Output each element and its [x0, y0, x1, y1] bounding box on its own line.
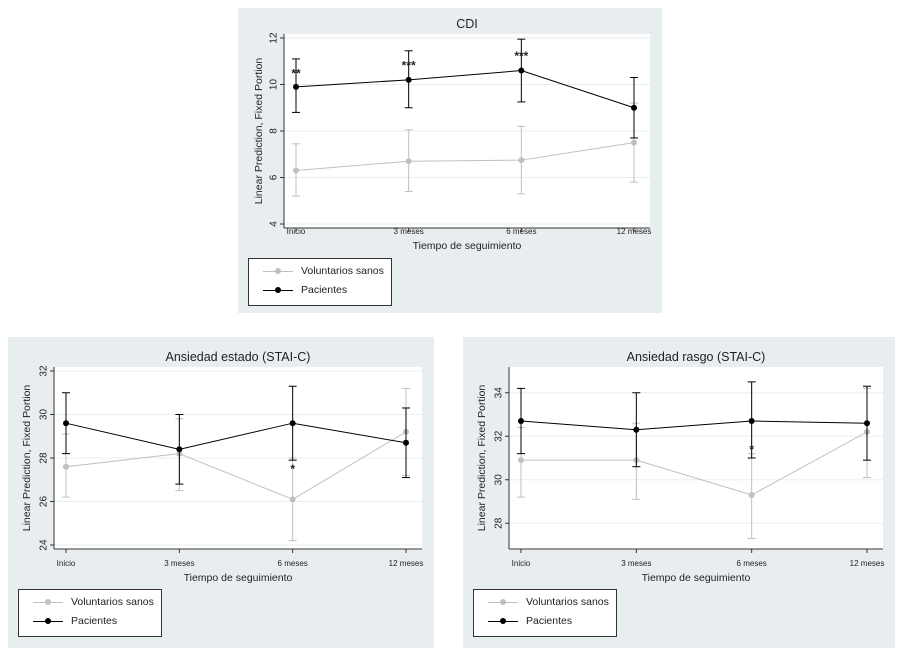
data-point-patients [748, 418, 755, 425]
y-tick-label: 34 [494, 387, 505, 399]
plot-area [509, 367, 883, 549]
chart-title: Ansiedad rasgo (STAI-C) [627, 350, 766, 364]
y-tick-label: 8 [269, 128, 280, 134]
legend-label-volunteers: Voluntarios sanos [526, 596, 609, 608]
series-line-volunteers [65, 431, 407, 500]
legend-marker-volunteers [45, 599, 51, 605]
legend-item-volunteers: Voluntarios sanos [19, 596, 161, 610]
y-tick-label: 6 [269, 174, 280, 180]
y-axis-label: Linear Prediction, Fixed Portion [476, 385, 488, 532]
data-point-patients [405, 76, 412, 83]
legend-marker-patients [45, 618, 51, 624]
data-point-volunteers [518, 157, 525, 164]
series-line-patients [65, 422, 407, 450]
x-tick-label: 3 meses [164, 559, 194, 568]
data-point-patients [631, 104, 637, 111]
data-point-volunteers [63, 463, 69, 470]
data-point-patients [518, 67, 525, 74]
data-point-patients [864, 420, 870, 427]
x-tick-label: 12 meses [389, 559, 424, 568]
legend-marker-patients [275, 287, 281, 293]
data-point-volunteers [518, 457, 524, 464]
y-tick-label: 24 [39, 539, 50, 551]
cdi-chart: CDI 4 6 8 10 12 Inicio 3 meses 6 meses 12 meses Ti… [253, 17, 652, 252]
significance-marker: * [749, 443, 754, 457]
data-point-patients [176, 446, 183, 453]
legend-item-patients: Pacientes [249, 284, 391, 298]
legend-label-patients: Pacientes [71, 615, 118, 627]
y-axis-label: Linear Prediction, Fixed Portion [253, 58, 265, 205]
x-tick-label: Inicio [57, 559, 76, 568]
ansiedad-estado-legend: Voluntarios sanos Pacientes [18, 589, 162, 637]
legend-label-patients: Pacientes [526, 615, 573, 627]
x-axis-label: Tiempo de seguimiento [642, 572, 751, 584]
chart-panel-ansiedad-estado: Ansiedad estado (STAI-C) 24 26 28 30 32 Inicio… [8, 337, 434, 648]
significance-marker: * [290, 462, 295, 476]
legend-label-volunteers: Voluntarios sanos [71, 596, 154, 608]
x-tick-label: 3 meses [621, 559, 651, 568]
x-tick-label: 12 meses [850, 559, 885, 568]
data-point-patients [293, 83, 299, 90]
significance-marker: *** [514, 49, 528, 63]
legend-marker-patients [500, 618, 506, 624]
data-point-patients [518, 418, 524, 425]
x-tick-label: 6 meses [737, 559, 767, 568]
ansiedad-rasgo-chart: Ansiedad rasgo (STAI-C) 28 30 32 34 Inicio 3 m… [476, 350, 885, 584]
x-tick-label: 12 meses [617, 227, 652, 236]
x-tick-label: Inicio [512, 559, 531, 568]
legend-item-volunteers: Voluntarios sanos [249, 265, 391, 279]
data-point-volunteers [748, 491, 755, 498]
data-point-volunteers [405, 158, 412, 165]
y-tick-label: 4 [269, 221, 280, 227]
y-tick-label: 32 [39, 365, 50, 377]
y-axis-label: Linear Prediction, Fixed Portion [21, 385, 33, 532]
chart-panel-cdi: CDI 4 6 8 10 12 Inicio 3 meses 6 meses 12 meses Ti… [238, 8, 662, 313]
y-tick-label: 28 [39, 452, 50, 464]
y-tick-label: 28 [494, 517, 505, 529]
x-tick-label: Inicio [287, 227, 306, 236]
data-point-volunteers [631, 139, 637, 146]
series-line-volunteers [295, 142, 635, 172]
legend-item-volunteers: Voluntarios sanos [474, 596, 616, 610]
chart-panel-ansiedad-rasgo: Ansiedad rasgo (STAI-C) 28 30 32 34 Inicio 3 m… [463, 337, 895, 648]
data-point-volunteers [293, 167, 299, 174]
series-line-patients [295, 70, 635, 109]
legend-item-patients: Pacientes [474, 615, 616, 629]
legend-label-volunteers: Voluntarios sanos [301, 265, 384, 277]
significance-marker: *** [402, 58, 416, 72]
chart-title: CDI [456, 17, 478, 31]
data-point-patients [403, 439, 409, 446]
data-point-volunteers [289, 496, 296, 503]
x-tick-label: 6 meses [278, 559, 308, 568]
x-tick-label: 3 meses [394, 227, 424, 236]
cdi-legend: Voluntarios sanos Pacientes [248, 258, 392, 306]
y-tick-label: 32 [494, 430, 505, 442]
y-tick-label: 30 [39, 409, 50, 421]
y-tick-label: 30 [494, 474, 505, 486]
y-tick-label: 26 [39, 496, 50, 508]
x-axis-label: Tiempo de seguimiento [184, 572, 293, 584]
legend-item-patients: Pacientes [19, 615, 161, 629]
ansiedad-estado-chart: Ansiedad estado (STAI-C) 24 26 28 30 32 Inicio… [21, 350, 424, 584]
legend-marker-volunteers [275, 268, 281, 274]
legend-marker-volunteers [500, 599, 506, 605]
series-line-patients [520, 420, 868, 431]
significance-marker: ** [291, 67, 301, 81]
legend-label-patients: Pacientes [301, 284, 348, 296]
x-axis-label: Tiempo de seguimiento [413, 240, 522, 252]
x-tick-label: 6 meses [506, 227, 536, 236]
data-point-patients [63, 420, 69, 427]
y-tick-label: 12 [269, 32, 280, 44]
y-tick-label: 10 [269, 79, 280, 91]
ansiedad-rasgo-legend: Voluntarios sanos Pacientes [473, 589, 617, 637]
series-line-volunteers [521, 431, 868, 496]
chart-title: Ansiedad estado (STAI-C) [166, 350, 311, 364]
data-point-patients [633, 426, 640, 433]
data-point-patients [289, 420, 296, 427]
